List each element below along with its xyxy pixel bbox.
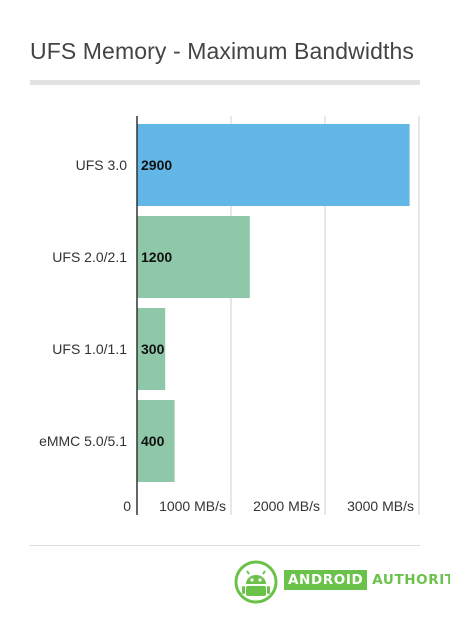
x-tick-label-2: 2000 MB/s xyxy=(253,498,320,514)
category-label-1: UFS 2.0/2.1 xyxy=(52,249,127,265)
logo-text-authority: AUTHORITY xyxy=(372,572,450,588)
bar-3 xyxy=(137,400,175,482)
bar-1 xyxy=(137,216,250,298)
value-label-3: 400 xyxy=(141,433,165,449)
x-tick-label-0: 0 xyxy=(123,498,131,514)
chart-title: UFS Memory - Maximum Bandwidths xyxy=(30,38,414,64)
android-robot-icon xyxy=(234,560,278,604)
category-label-2: UFS 1.0/1.1 xyxy=(52,341,127,357)
x-tick-label-1: 1000 MB/s xyxy=(159,498,226,514)
title-divider xyxy=(30,80,420,85)
x-tick-label-3: 3000 MB/s xyxy=(347,498,414,514)
logo-text-android: ANDROID xyxy=(284,570,368,590)
bottom-divider xyxy=(30,545,420,546)
category-label-0: UFS 3.0 xyxy=(76,157,128,173)
bar-2 xyxy=(137,308,166,390)
value-label-2: 300 xyxy=(141,341,165,357)
android-authority-logo: ANDROIDAUTHORITY xyxy=(234,560,450,604)
value-label-0: 2900 xyxy=(141,157,172,173)
bar-chart: UFS 3.0 2900 UFS 2.0/2.1 1200 UFS 1.0/1.1 300… xyxy=(39,116,420,515)
value-label-1: 1200 xyxy=(141,249,172,265)
bar-0 xyxy=(137,124,410,206)
category-label-3: eMMC 5.0/5.1 xyxy=(39,433,127,449)
